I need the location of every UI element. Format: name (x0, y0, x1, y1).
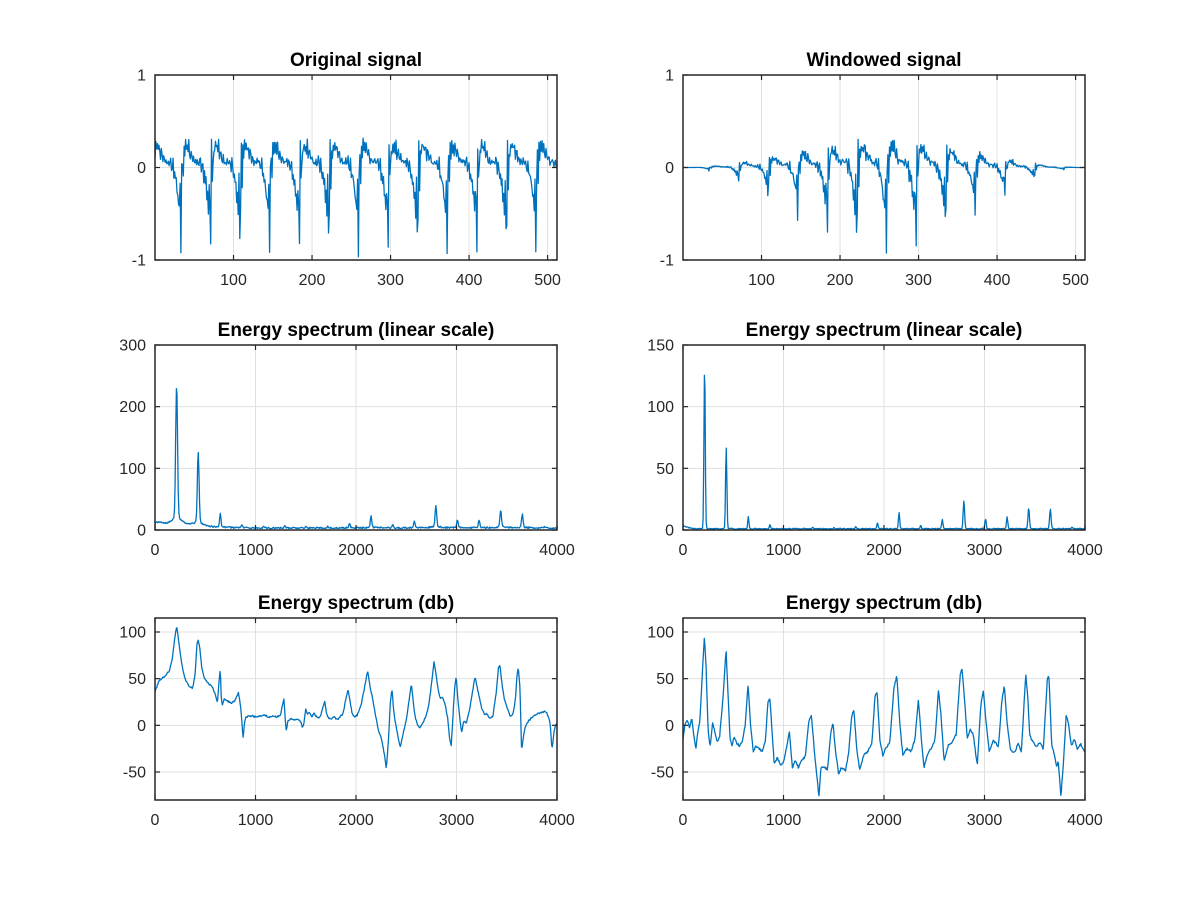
x-tick-label: 100 (220, 272, 247, 289)
y-tick-label: 50 (656, 671, 674, 688)
x-tick-label: 0 (151, 812, 160, 829)
y-tick-label: 100 (119, 461, 146, 478)
y-tick-label: 100 (647, 399, 674, 416)
x-tick-label: 2000 (338, 542, 374, 559)
x-tick-label: 1000 (238, 542, 274, 559)
x-tick-label: 3000 (967, 812, 1003, 829)
x-tick-label: 2000 (866, 542, 902, 559)
title-energy-db-windowed: Energy spectrum (db) (786, 593, 982, 614)
x-tick-label: 1000 (766, 812, 802, 829)
x-tick-label: 4000 (539, 542, 575, 559)
subplot-energy-spectrum-db-windowed: 0 1000 2000 3000 4000 -50 0 50 100 (647, 617, 1103, 829)
x-tick-label: 1000 (238, 812, 274, 829)
x-tick-label: 4000 (1067, 542, 1103, 559)
y-tick-label: 0 (137, 523, 146, 540)
x-tick-label: 300 (905, 272, 932, 289)
subplot-original-signal: 100 200 300 400 500 -1 0 1 (132, 68, 561, 290)
x-tick-label: 300 (377, 272, 404, 289)
data-line-energy-spectrum-db-original (154, 627, 558, 769)
x-tick-label: 0 (151, 542, 160, 559)
x-tick-label: 1000 (766, 542, 802, 559)
y-tick-label: 300 (119, 338, 146, 355)
x-tick-label: 200 (827, 272, 854, 289)
y-tick-label: 0 (137, 718, 146, 735)
data-line-windowed-signal (683, 138, 1085, 254)
title-energy-db-original: Energy spectrum (db) (258, 593, 454, 614)
y-tick-label: -50 (651, 765, 674, 782)
x-tick-label: 500 (534, 272, 561, 289)
y-tick-label: -1 (132, 253, 146, 270)
subplot-titles: Original signal Windowed signal Energy s… (218, 50, 1023, 614)
title-energy-linear-windowed: Energy spectrum (linear scale) (746, 320, 1023, 341)
subplot-energy-spectrum-linear-windowed: 0 1000 2000 3000 4000 0 50 100 150 (647, 338, 1103, 560)
data-line-original-signal (154, 137, 557, 258)
y-tick-label: -50 (123, 765, 146, 782)
y-tick-label: -1 (660, 253, 674, 270)
x-tick-label: 4000 (539, 812, 575, 829)
y-tick-label: 50 (128, 671, 146, 688)
subplot-windowed-signal: 100 200 300 400 500 -1 0 1 (660, 68, 1089, 290)
title-energy-linear-original: Energy spectrum (linear scale) (218, 320, 495, 341)
y-tick-label: 0 (665, 523, 674, 540)
subplot-energy-spectrum-db-original: 0 1000 2000 3000 4000 -50 0 50 100 (119, 617, 575, 829)
x-tick-label: 3000 (439, 542, 475, 559)
y-tick-label: 50 (656, 461, 674, 478)
x-tick-label: 3000 (439, 812, 475, 829)
y-tick-label: 1 (137, 68, 146, 85)
x-tick-label: 200 (299, 272, 326, 289)
y-tick-label: 0 (665, 160, 674, 177)
y-tick-label: 1 (665, 68, 674, 85)
y-tick-label: 0 (665, 718, 674, 735)
y-tick-label: 150 (647, 338, 674, 355)
x-tick-label: 2000 (338, 812, 374, 829)
x-tick-label: 0 (679, 812, 688, 829)
title-original-signal: Original signal (290, 50, 422, 71)
x-tick-label: 400 (984, 272, 1011, 289)
x-tick-label: 4000 (1067, 812, 1103, 829)
y-tick-label: 0 (137, 160, 146, 177)
title-windowed-signal: Windowed signal (807, 50, 962, 71)
subplot-energy-spectrum-linear-original: 0 1000 2000 3000 4000 0 100 200 300 (119, 338, 575, 560)
x-tick-label: 400 (456, 272, 483, 289)
y-tick-label: 100 (647, 625, 674, 642)
x-tick-label: 3000 (967, 542, 1003, 559)
x-tick-label: 0 (679, 542, 688, 559)
data-line-energy-spectrum-db-windowed (682, 637, 1086, 797)
y-tick-label: 200 (119, 399, 146, 416)
x-tick-label: 500 (1062, 272, 1089, 289)
x-tick-label: 2000 (866, 812, 902, 829)
y-tick-label: 100 (119, 625, 146, 642)
x-tick-label: 100 (748, 272, 775, 289)
